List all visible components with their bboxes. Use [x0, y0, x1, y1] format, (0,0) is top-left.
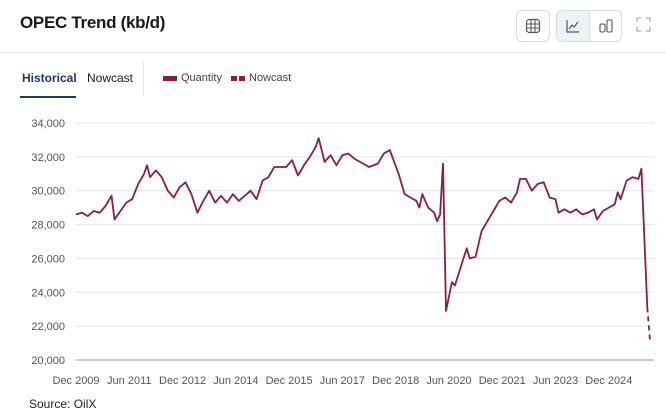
y-tick-label: 34,000	[31, 118, 65, 130]
y-tick-label: 30,000	[31, 186, 65, 198]
table-view-button[interactable]	[516, 10, 550, 42]
legend-label: Nowcast	[249, 72, 292, 84]
x-tick-label: Dec 2012	[159, 375, 206, 387]
legend-label: Quantity	[181, 72, 222, 84]
x-tick-label: Dec 2021	[479, 375, 526, 387]
table-icon	[525, 18, 541, 34]
page-title: OPEC Trend (kb/d)	[20, 13, 166, 32]
expand-button[interactable]	[636, 17, 651, 37]
y-tick-label: 24,000	[31, 287, 65, 299]
x-tick-label: Jun 2023	[533, 375, 578, 387]
x-tick-label: Dec 2018	[372, 375, 419, 387]
header-divider	[0, 52, 666, 53]
y-tick-label: 20,000	[31, 355, 65, 367]
x-tick-label: Dec 2015	[266, 375, 313, 387]
legend-swatch-dash	[231, 75, 237, 81]
legend-swatch-solid	[163, 75, 177, 81]
x-tick-label: Jun 2011	[107, 375, 151, 387]
x-tick-label: Jun 2017	[320, 375, 365, 387]
x-tick-label: Jun 2020	[426, 375, 471, 387]
legend-item-nowcast: Nowcast	[231, 72, 291, 84]
line-chart-button[interactable]	[557, 11, 590, 41]
source-note: Source: OilX	[29, 397, 97, 411]
legend-item-quantity: Quantity	[163, 72, 222, 84]
tabs-divider	[143, 62, 144, 96]
x-tick-label: Dec 2009	[52, 375, 99, 387]
bar-chart-icon	[598, 19, 613, 33]
line-chart-icon	[566, 20, 579, 33]
legend-swatch-dash	[239, 75, 245, 81]
tab-historical[interactable]: Historical	[22, 71, 77, 85]
chart-type-toggle	[556, 10, 622, 42]
bar-chart-button[interactable]	[590, 11, 621, 41]
tab-nowcast[interactable]: Nowcast	[87, 71, 134, 85]
x-tick-label: Dec 2024	[585, 375, 632, 387]
y-tick-label: 26,000	[31, 253, 65, 265]
y-tick-label: 28,000	[31, 220, 65, 232]
x-tick-label: Jun 2014	[213, 375, 258, 387]
y-tick-label: 32,000	[31, 152, 65, 164]
active-tab-indicator	[20, 96, 76, 98]
series-quantity	[75, 137, 649, 312]
series-nowcast	[646, 307, 652, 344]
line-chart: 20,000 22,000 24,000 26,000 28,000 30,000 32,0…	[31, 118, 654, 387]
y-tick-label: 22,000	[31, 321, 65, 333]
expand-icon	[636, 17, 651, 32]
